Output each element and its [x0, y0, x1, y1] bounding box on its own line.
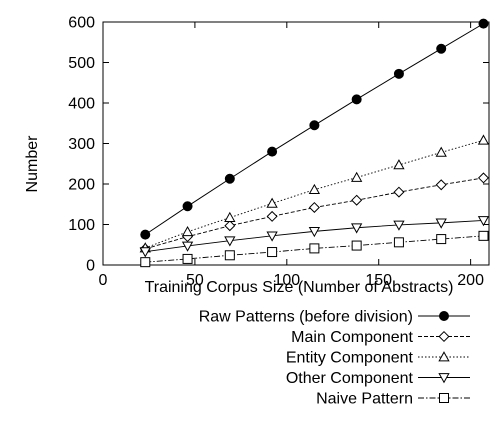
data-point: [267, 146, 278, 157]
data-point: [477, 172, 489, 184]
legend: Raw Patterns (before division) Main Compo…: [199, 309, 470, 408]
data-point: [266, 197, 278, 208]
x-axis: 0 50 100 150 200: [99, 22, 484, 289]
y-axis: 0 100 200 300 400 500 600: [68, 15, 489, 275]
y-axis-label: Number: [24, 135, 41, 193]
data-point: [308, 183, 321, 195]
y-tick-label: 300: [68, 136, 95, 153]
data-point: [351, 194, 363, 206]
x-tick-label: 200: [457, 272, 484, 289]
y-tick-label: 500: [68, 55, 95, 72]
legend-label: Entity Component: [286, 350, 414, 367]
data-point: [478, 230, 489, 241]
data-point: [182, 253, 193, 264]
data-point: [140, 229, 151, 240]
data-point: [309, 120, 320, 131]
data-point: [477, 134, 490, 145]
data-point: [393, 237, 404, 248]
y-tick-label: 0: [86, 258, 95, 275]
data-point: [435, 218, 447, 229]
y-tick-label: 100: [68, 217, 95, 234]
legend-marker: [438, 351, 450, 362]
data-point: [351, 240, 362, 251]
series-other-component: [139, 216, 490, 258]
x-tick-label: 0: [99, 272, 108, 289]
y-tick-label: 200: [68, 177, 95, 194]
data-point: [140, 257, 151, 268]
data-point: [435, 179, 447, 191]
plot-frame: [102, 21, 490, 266]
legend-label: Main Component: [291, 329, 413, 346]
data-point: [266, 231, 278, 242]
data-point: [477, 216, 490, 227]
y-tick-label: 400: [68, 96, 95, 113]
data-point: [351, 94, 362, 105]
data-point: [351, 171, 363, 182]
data-point: [224, 250, 235, 261]
x-axis-label: Training Corpus Size (Number of Abstract…: [145, 279, 454, 296]
data-point: [436, 234, 447, 245]
data-point: [351, 223, 363, 234]
data-point: [181, 225, 194, 237]
data-point: [224, 173, 235, 184]
data-point: [308, 201, 320, 213]
data-point: [309, 243, 320, 254]
data-point: [224, 236, 236, 247]
data-point: [308, 227, 321, 238]
legend-label: Naive Pattern: [316, 391, 413, 408]
x-tick-label: 50: [186, 272, 204, 289]
data-point: [393, 68, 404, 79]
data-point: [224, 220, 236, 232]
y-tick-label: 600: [68, 15, 95, 32]
x-tick-label: 150: [365, 272, 392, 289]
legend-marker: [438, 330, 450, 343]
legend-label: Other Component: [286, 370, 414, 387]
data-point: [393, 220, 405, 231]
data-point: [435, 146, 447, 157]
data-point: [266, 210, 278, 222]
data-point: [182, 201, 193, 212]
legend-label: Raw Patterns (before division): [199, 309, 413, 326]
data-point: [224, 211, 236, 222]
series-naive-pattern: [140, 230, 489, 268]
data-point: [436, 43, 447, 54]
data-point: [478, 18, 489, 29]
series-layer: [139, 18, 490, 268]
legend-marker: [439, 393, 449, 403]
plot-border: [102, 21, 490, 266]
x-tick-label: 100: [273, 272, 300, 289]
legend-marker: [438, 373, 450, 384]
data-point: [139, 247, 151, 258]
legend-marker: [439, 311, 449, 321]
data-point: [267, 247, 278, 258]
data-point: [393, 186, 405, 198]
data-point: [393, 159, 405, 170]
series-raw-patterns-before-division: [140, 18, 489, 240]
data-point: [181, 241, 194, 252]
